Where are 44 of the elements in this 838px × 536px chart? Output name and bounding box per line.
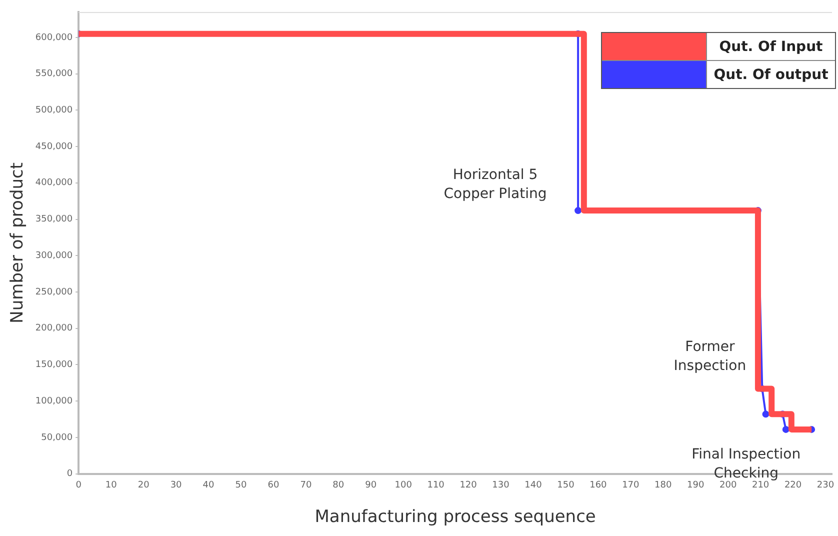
x-tick-label: 130 [492,480,510,491]
y-tick-label: 600,000 [35,32,73,43]
y-tick-label: 450,000 [35,142,73,152]
x-tick-label: 40 [202,480,215,491]
annotation: Final Inspection Checking [692,446,801,482]
annotation: Former Inspection [674,339,746,374]
y-tick-label: 250,000 [35,287,73,298]
y-tick-label: 350,000 [35,214,73,225]
x-tick-label: 200 [719,480,737,491]
y-tick-label: 50,000 [41,432,73,443]
text: Qut. Of output [706,61,835,88]
text: Qut. Of Input [706,33,835,60]
y-tick-label: 400,000 [35,178,73,188]
x-tick-label: 90 [365,480,377,491]
y-tick-label: 0 [66,469,73,480]
y-tick-label: 200,000 [35,324,73,334]
x-tick-label: 20 [138,480,150,491]
y-tick-label: 150,000 [35,360,73,370]
x-tick-label: 170 [622,480,640,491]
y-tick-label: 300,000 [35,250,73,261]
x-tick-label: 70 [300,480,312,491]
x-tick-label: 150 [557,480,575,491]
x-tick-label: 10 [105,480,118,491]
y-tick-label: 500,000 [35,106,73,116]
x-axis-title: Manufacturing process sequence [314,507,596,528]
x-tick-label: 210 [752,480,770,491]
y-tick-label: 100,000 [35,396,73,406]
x-tick-label: 230 [816,480,834,491]
x-tick-label: 140 [524,480,542,491]
x-tick-label: 80 [332,480,344,491]
x-tick-label: 190 [687,480,704,491]
x-tick-label: 30 [170,480,182,491]
annotation: Horizontal 5 Copper Plating [444,166,547,202]
x-tick-label: 0 [76,480,82,491]
x-tick-label: 60 [268,480,280,491]
y-axis-title: Number of product [8,162,28,324]
x-tick-label: 100 [394,480,412,491]
x-tick-label: 160 [590,480,608,491]
x-tick-label: 110 [427,480,445,491]
y-tick-label: 550,000 [35,69,73,80]
x-tick-label: 180 [654,480,672,491]
x-tick-label: 120 [460,480,478,491]
x-tick-label: 50 [235,480,247,491]
x-tick-label: 220 [784,480,802,491]
